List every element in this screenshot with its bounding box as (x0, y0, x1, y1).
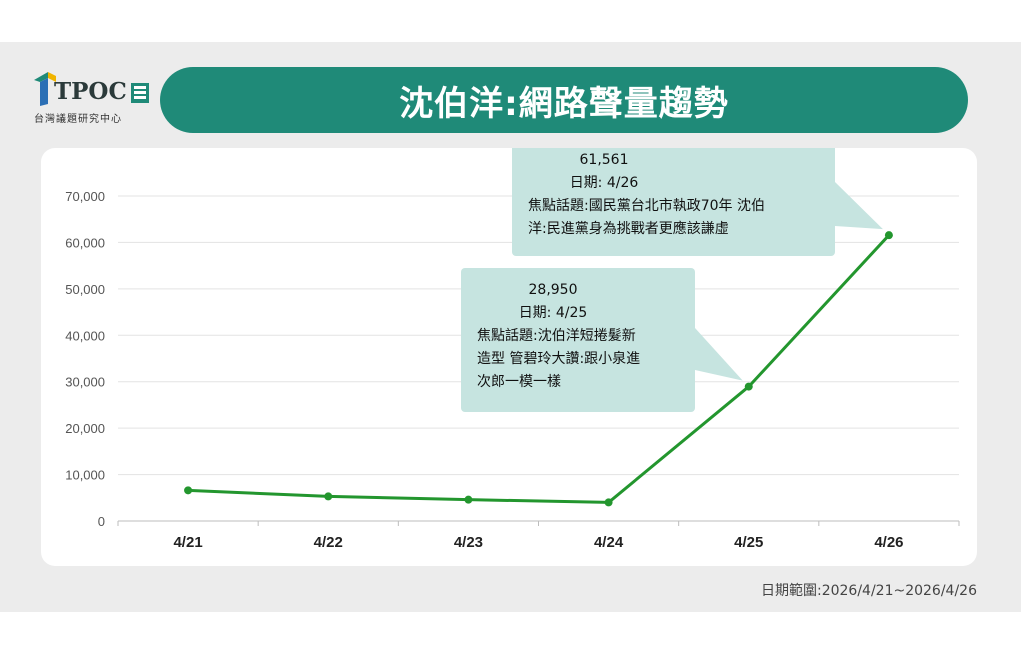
annotation-text: 焦點話題:國民黨台北市執政70年 沈伯 (528, 197, 765, 214)
annotation-text: 日期: 4/25 (519, 305, 588, 321)
title-banner: 沈伯洋:網路聲量趨勢 (160, 67, 968, 133)
y-tick-label: 70,000 (65, 189, 105, 204)
annotation-text: 洋:民進黨身為挑戰者更應該謙虛 (528, 220, 729, 237)
series-line (188, 234, 891, 504)
logo-subtitle: 台灣議題研究中心 (34, 114, 122, 125)
page-title: 沈伯洋:網路聲量趨勢 (399, 83, 729, 124)
data-point (604, 498, 613, 507)
annotation-box (461, 268, 695, 412)
logo-seal-icon (131, 83, 149, 103)
line-chart: 0 10,000 20,000 30,000 40,000 50,000 60,000 70,… (65, 148, 960, 551)
logo-wordmark: TPOC (54, 78, 127, 105)
x-tick-label: 4/24 (594, 534, 624, 551)
x-tick-label: 4/25 (734, 534, 763, 551)
annotation-text: 造型 管碧玲大讚:跟小泉進 (477, 350, 640, 367)
x-tick-label: 4/26 (874, 534, 903, 551)
annotation-text: 焦點話題:沈伯洋短捲髮新 (477, 327, 636, 344)
y-tick-label: 60,000 (65, 235, 105, 250)
y-tick-label: 50,000 (65, 282, 105, 297)
annotation-pointer (695, 328, 743, 381)
x-tick-label: 4/22 (314, 534, 343, 551)
x-tick-label: 4/21 (173, 534, 202, 551)
data-point (324, 492, 333, 501)
annotation-text: 次郎一模一樣 (477, 373, 561, 390)
y-tick-label: 40,000 (65, 328, 105, 343)
data-point (744, 382, 753, 391)
data-point (884, 231, 893, 240)
annotation-text: 61,561 (580, 152, 629, 168)
y-tick-label: 30,000 (65, 375, 105, 390)
annotation-text: 28,950 (529, 282, 578, 298)
annotation-pointer (835, 182, 883, 230)
data-point (464, 495, 473, 504)
annotation-box (512, 148, 835, 256)
logo-mark-icon (34, 72, 56, 106)
x-tick-label: 4/23 (454, 534, 483, 551)
annotation-callout: 61,561 日期: 4/26 焦點話題:國民黨台北市執政70年 沈伯洋:民進黨身為… (512, 148, 883, 256)
y-tick-label: 0 (98, 514, 105, 529)
annotation-text: 日期: 4/26 (570, 175, 639, 191)
y-tick-label: 20,000 (65, 421, 105, 436)
tpoc-logo: TPOC 台灣議題研究中心 (34, 70, 154, 126)
y-tick-label: 10,000 (65, 468, 105, 483)
data-point (184, 486, 193, 495)
chart-card: 0 10,000 20,000 30,000 40,000 50,000 60,000 70,… (41, 148, 977, 566)
date-range-note: 日期範圍:2026/4/21~2026/4/26 (760, 583, 977, 599)
